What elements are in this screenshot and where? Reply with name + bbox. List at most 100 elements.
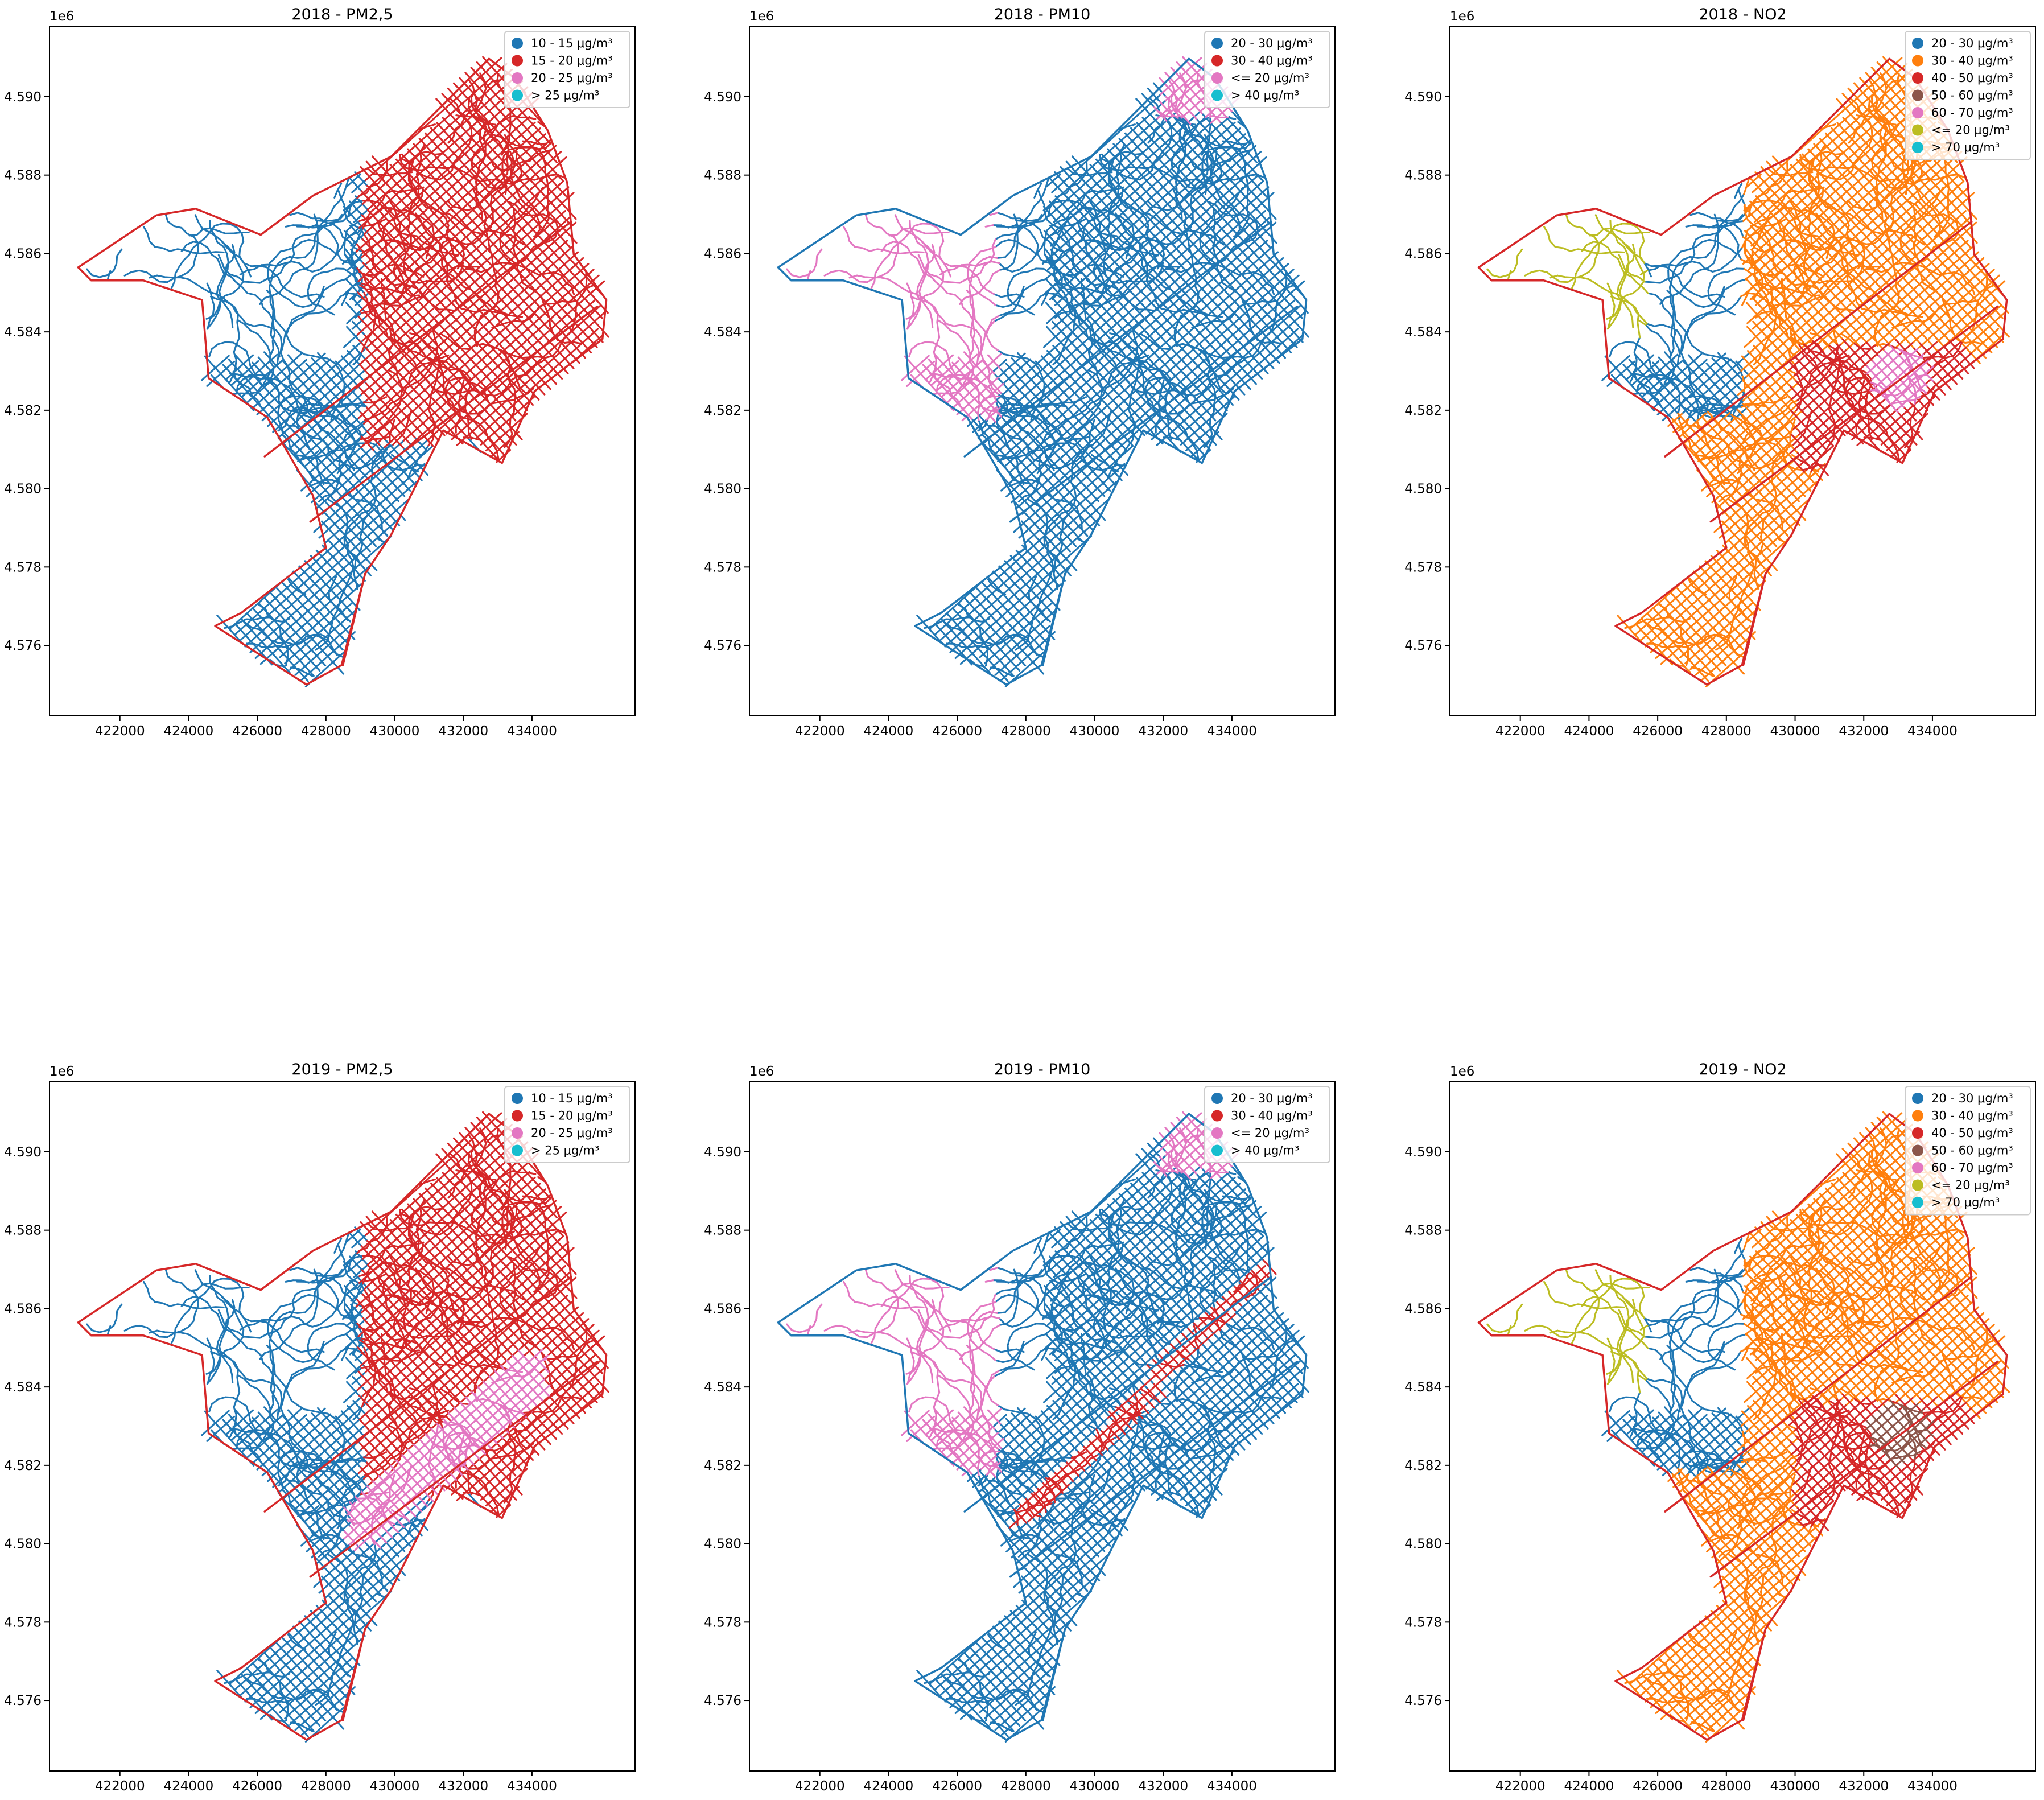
street-segments <box>917 83 1309 686</box>
y-tick-label: 4.580 <box>704 1537 741 1552</box>
legend-marker <box>1912 38 1923 49</box>
chart-title: 2018 - PM10 <box>994 6 1091 23</box>
y-tick-label: 4.580 <box>1404 482 1442 497</box>
legend-label: 30 - 40 μg/m³ <box>1931 1109 2013 1123</box>
legend-marker <box>1211 72 1223 84</box>
main-avenue <box>965 222 1297 665</box>
x-tick-label: 430000 <box>1770 1779 1820 1794</box>
y-tick-label: 4.586 <box>1404 1301 1442 1316</box>
y-tick-label: 4.586 <box>4 246 42 261</box>
x-tick-label: 434000 <box>507 1779 557 1794</box>
x-tick-label: 426000 <box>932 724 982 739</box>
street-segments <box>1866 1401 1934 1467</box>
x-tick-label: 426000 <box>232 724 282 739</box>
y-tick-label: 4.588 <box>1404 1224 1442 1238</box>
y-tick-label: 4.580 <box>1404 1537 1442 1552</box>
y-tick-label: 4.590 <box>4 90 42 105</box>
axes-frame <box>49 1081 636 1772</box>
legend-marker <box>512 72 523 84</box>
x-tick-label: 424000 <box>1564 724 1614 739</box>
y-tick-label: 4.582 <box>1404 1459 1442 1473</box>
legend: 20 - 30 μg/m³ 30 - 40 μg/m³ 40 - 50 μg/m³ 5… <box>1905 1086 2031 1216</box>
legend-marker <box>1912 1110 1923 1122</box>
y-tick-label: 4.584 <box>704 1380 741 1395</box>
ring-road <box>78 59 606 685</box>
legend-label: 30 - 40 μg/m³ <box>1931 54 2013 68</box>
x-tick-label: 422000 <box>795 724 845 739</box>
x-tick-label: 424000 <box>1564 1779 1614 1794</box>
ring-road <box>778 1114 1306 1740</box>
legend-label: 60 - 70 μg/m³ <box>1931 1161 2013 1175</box>
legend-label: 40 - 50 μg/m³ <box>1931 1126 2013 1140</box>
x-tick-label: 426000 <box>232 1779 282 1794</box>
x-tick-label: 426000 <box>932 1779 982 1794</box>
x-tick-label: 432000 <box>438 724 488 739</box>
street-segments <box>1618 1112 2009 1741</box>
x-tick-label: 428000 <box>1001 1779 1051 1794</box>
y-tick-label: 4.586 <box>704 246 741 261</box>
ring-road <box>78 1114 606 1740</box>
x-tick-label: 432000 <box>1138 1779 1188 1794</box>
map-panel: 422000 424000 426000 428000 430000 432000 4340… <box>1404 6 2036 739</box>
street-segments <box>917 1138 1309 1741</box>
legend-marker <box>1912 1162 1923 1173</box>
street-segments <box>1866 345 1934 412</box>
legend-marker <box>1912 89 1923 101</box>
legend-label: 30 - 40 μg/m³ <box>1231 1109 1313 1123</box>
legend-label: > 70 μg/m³ <box>1931 1196 2000 1209</box>
legend-marker <box>1912 1197 1923 1208</box>
y-tick-label: 4.580 <box>4 1537 42 1552</box>
legend-label: 30 - 40 μg/m³ <box>1231 54 1313 68</box>
legend-label: 15 - 20 μg/m³ <box>531 54 613 68</box>
x-tick-label: 434000 <box>507 724 557 739</box>
ring-road <box>1478 1114 2006 1740</box>
legend-label: 20 - 25 μg/m³ <box>531 1126 613 1140</box>
legend-marker <box>1912 1179 1923 1191</box>
x-tick-label: 428000 <box>301 724 351 739</box>
ring-road <box>778 59 1306 685</box>
y-tick-label: 4.590 <box>704 90 741 105</box>
axes-frame <box>1449 26 2036 716</box>
legend-marker <box>1211 89 1223 101</box>
legend-marker <box>512 38 523 49</box>
y-tick-label: 4.580 <box>704 482 741 497</box>
x-tick-label: 426000 <box>1633 1779 1683 1794</box>
legend-label: 20 - 30 μg/m³ <box>1931 1091 2013 1105</box>
street-segments <box>356 57 608 462</box>
legend: 20 - 30 μg/m³ 30 - 40 μg/m³ <= 20 μg/m³ > 4… <box>1204 31 1330 108</box>
chart-title: 2018 - PM2,5 <box>291 6 393 23</box>
map-panel: 422000 424000 426000 428000 430000 432000 4340… <box>4 1061 636 1794</box>
legend-marker <box>512 89 523 101</box>
main-avenue <box>1665 222 1997 665</box>
x-tick-label: 430000 <box>1770 724 1820 739</box>
legend-box <box>504 1086 630 1163</box>
street-segments <box>1790 1394 1975 1530</box>
y-tick-label: 4.590 <box>4 1145 42 1160</box>
y-tick-label: 4.576 <box>4 1694 42 1708</box>
legend-marker <box>1912 1093 1923 1104</box>
map-panel: 422000 424000 426000 428000 430000 432000 4340… <box>4 6 636 739</box>
y-tick-label: 4.582 <box>1404 403 1442 418</box>
legend-label: > 25 μg/m³ <box>531 89 599 102</box>
legend-label: 50 - 60 μg/m³ <box>1931 1144 2013 1158</box>
legend-marker <box>1912 1144 1923 1156</box>
legend-box <box>1905 31 2031 160</box>
legend-marker <box>512 1144 523 1156</box>
x-tick-label: 422000 <box>1495 1779 1546 1794</box>
street-segments <box>1487 214 1649 337</box>
y-tick-label: 4.576 <box>1404 639 1442 653</box>
axis-offset-label: 1e6 <box>1450 9 1474 24</box>
y-tick-label: 4.576 <box>4 639 42 653</box>
legend-label: <= 20 μg/m³ <box>1231 1126 1309 1140</box>
main-avenue <box>265 222 597 665</box>
y-tick-label: 4.576 <box>1404 1694 1442 1708</box>
legend-label: > 25 μg/m³ <box>531 1144 599 1158</box>
legend-marker <box>1211 1144 1223 1156</box>
y-tick-label: 4.578 <box>704 560 741 575</box>
y-tick-label: 4.586 <box>1404 246 1442 261</box>
legend-marker <box>1211 38 1223 49</box>
y-tick-label: 4.576 <box>704 1694 741 1708</box>
legend-box <box>1905 1086 2031 1216</box>
legend-label: <= 20 μg/m³ <box>1231 71 1309 85</box>
x-tick-label: 428000 <box>1701 724 1752 739</box>
